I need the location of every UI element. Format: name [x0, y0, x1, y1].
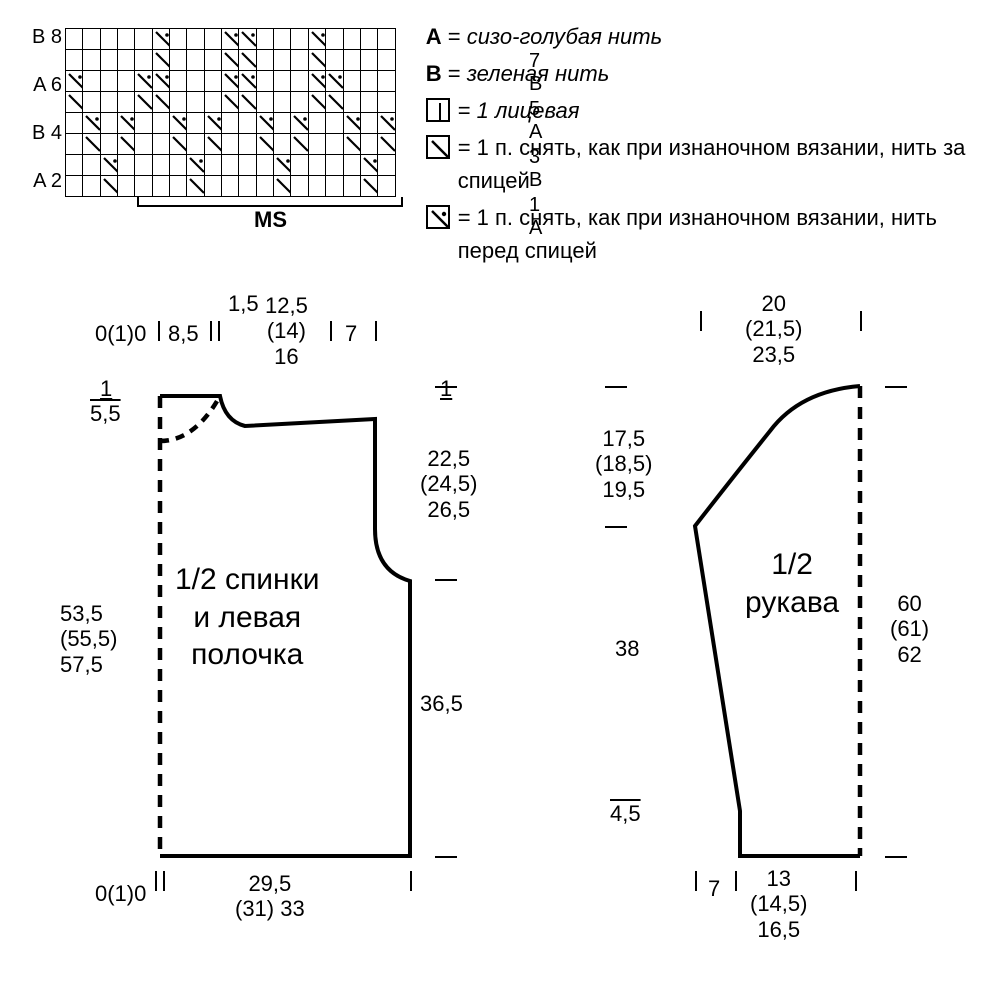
sleeve-outline [550, 291, 980, 971]
ms-label: MS [254, 207, 287, 233]
legend-a-text: сизо-голубая нить [467, 24, 663, 49]
stitch-chart: MS B 8A 6B 4A 27 B5 A3 B1 A [20, 20, 396, 271]
slip-front-symbol-icon [426, 205, 450, 229]
sleeve-schematic: 20 (21,5) 23,5 17,5 (18,5) 19,5 38 4,5 6… [550, 291, 980, 971]
legend: A = сизо-голубая нить B = зеленая нить =… [426, 20, 980, 271]
ms-bracket: MS [65, 197, 396, 227]
body-schematic: 0(1)0 8,5 1,5 12,5 (14) 16 7 1 5,5 53,5 … [20, 291, 490, 971]
body-outline [20, 291, 490, 971]
slip-back-symbol-icon [426, 135, 450, 159]
legend-b-label: B [426, 61, 442, 86]
legend-a-label: A [426, 24, 442, 49]
knit-symbol-icon [426, 98, 450, 122]
